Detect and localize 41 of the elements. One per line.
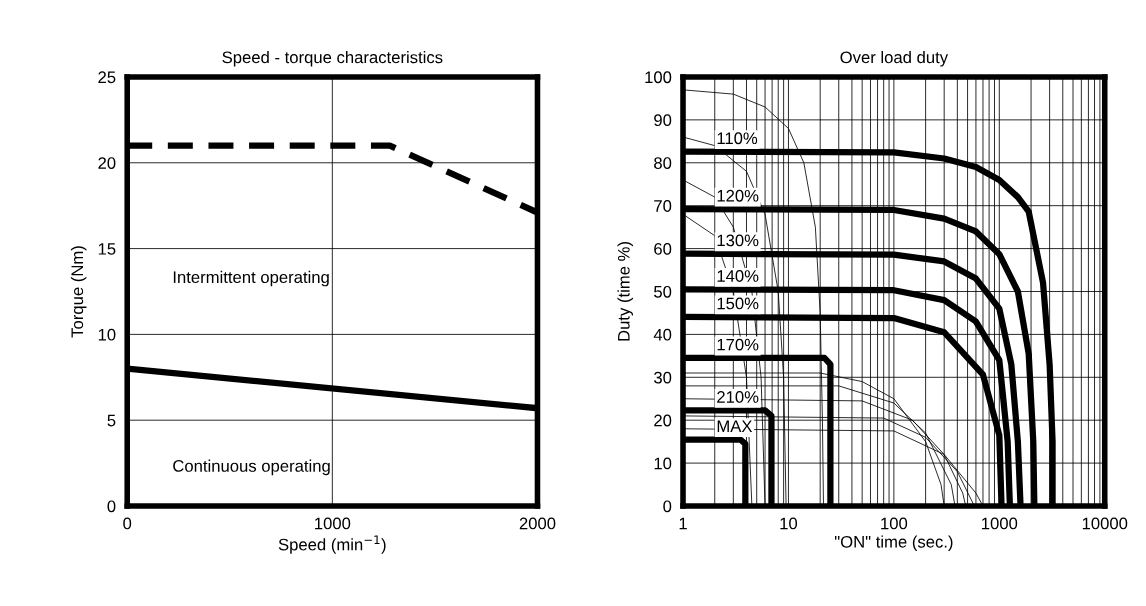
y-tick-label: 60 — [654, 242, 672, 255]
x-axis-title: "ON" time (sec.) — [834, 535, 953, 551]
y-tick-label: 20 — [654, 414, 672, 427]
x-tick-label: 1000 — [982, 517, 1018, 530]
y-tick-label: 70 — [654, 200, 672, 212]
y-tick-label: 80 — [654, 157, 672, 169]
series-label: 150% — [717, 297, 759, 310]
y-tick-label: 50 — [654, 285, 672, 298]
y-tick-label: 90 — [654, 114, 672, 127]
series-label: MAX — [717, 420, 753, 432]
x-tick-label: 1000 — [315, 517, 351, 530]
x-tick-label: 0 — [123, 517, 132, 530]
y-tick-label: 40 — [653, 328, 672, 341]
series-label: 110% — [717, 132, 758, 145]
y-tick-label: 15 — [98, 243, 116, 255]
chart-title: Over load duty — [840, 50, 949, 67]
y-tick-label: 10 — [98, 328, 116, 341]
y-tick-label: 0 — [663, 500, 672, 513]
x-tick-label: 10 — [780, 517, 798, 530]
series-label: 140% — [717, 270, 759, 282]
series-label: 210% — [717, 391, 759, 403]
y-tick-label: 100 — [645, 71, 672, 84]
x-tick-label: 2000 — [519, 517, 556, 530]
y-axis-title: Duty (time %) — [617, 242, 633, 341]
y-tick-label: 30 — [654, 371, 672, 384]
annotation: Continuous operating — [173, 459, 330, 476]
y-tick-label: 0 — [107, 500, 116, 513]
x-tick-label: 1 — [679, 517, 687, 530]
series-label: 130% — [717, 234, 759, 247]
x-axis-title: Speed (min$^{−1}$) — [278, 535, 386, 554]
x-tick-label: 10000 — [1082, 517, 1128, 530]
annotation: Intermittent operating — [173, 270, 329, 287]
chart-title: Speed - torque characteristics — [222, 50, 443, 67]
series-label: 120% — [717, 189, 759, 202]
y-axis-title: Torque (Nm) — [70, 246, 87, 338]
y-tick-label: 20 — [98, 157, 116, 169]
y-tick-label: 25 — [98, 71, 116, 84]
series-label: 170% — [717, 338, 759, 351]
y-tick-label: 5 — [107, 414, 116, 427]
x-tick-label: 100 — [881, 517, 908, 530]
y-tick-label: 10 — [654, 457, 672, 470]
